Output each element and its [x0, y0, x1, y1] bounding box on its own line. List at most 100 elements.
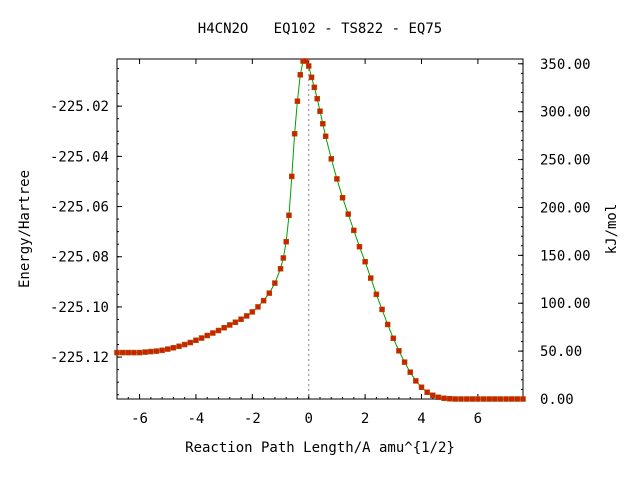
data-point	[480, 396, 487, 402]
data-point	[286, 212, 292, 219]
y-axis-label: Energy/Hartree	[17, 170, 33, 288]
chart-title: H4CN2O EQ102 - TS822 - EQ75	[198, 21, 442, 37]
y-tick-label: -225.04	[50, 149, 109, 165]
x-axis-label: Reaction Path Length/A amu^{1/2}	[185, 440, 455, 456]
x-tick-label: 4	[417, 411, 425, 427]
y2-tick-label: 250.00	[540, 153, 591, 169]
y2-tick-label: 0.00	[540, 392, 574, 408]
data-point	[238, 316, 244, 322]
data-point	[232, 319, 239, 325]
data-point	[266, 290, 272, 296]
data-point	[413, 378, 419, 384]
data-point	[435, 394, 442, 400]
data-point	[463, 396, 470, 402]
data-point	[187, 339, 194, 346]
x-tick-label: -6	[131, 411, 148, 427]
data-point	[339, 195, 346, 201]
data-point	[317, 108, 323, 114]
data-point	[255, 304, 261, 310]
data-point	[497, 396, 504, 402]
data-point	[272, 280, 278, 286]
y2-tick-label: 50.00	[540, 344, 582, 360]
data-point	[418, 384, 425, 390]
data-point	[314, 95, 320, 102]
data-point	[345, 211, 351, 217]
data-point	[142, 349, 148, 355]
data-point	[446, 395, 453, 402]
data-point	[176, 343, 182, 350]
y2-axis-label: kJ/mol	[604, 204, 620, 255]
data-point	[322, 133, 329, 140]
data-point	[277, 266, 284, 272]
data-point	[452, 396, 459, 402]
data-point	[283, 238, 289, 245]
data-point	[297, 72, 304, 78]
data-point	[159, 347, 165, 354]
data-point	[430, 392, 436, 398]
data-point	[198, 335, 205, 341]
data-point	[181, 341, 188, 348]
x-tick-label: 6	[474, 411, 482, 427]
data-point	[210, 330, 216, 336]
y2-tick-label: 150.00	[540, 248, 591, 264]
plot-frame	[116, 58, 524, 400]
data-point	[227, 322, 233, 328]
data-point	[362, 258, 368, 265]
x-tick-label: 2	[361, 411, 369, 427]
data-point	[334, 176, 340, 182]
data-point	[294, 98, 301, 104]
y2-tick-label: 300.00	[540, 105, 591, 121]
y-tick-label: -225.02	[50, 99, 109, 115]
data-point	[148, 348, 154, 355]
data-point	[396, 348, 402, 354]
y2-tick-label: 350.00	[540, 57, 591, 73]
data-point	[243, 313, 250, 319]
y2-tick-label: 200.00	[540, 200, 591, 216]
data-point	[125, 349, 132, 356]
data-point	[458, 396, 464, 402]
data-point	[308, 74, 315, 81]
x-tick-label: -4	[188, 411, 205, 427]
tick-labels-layer: -6 -4 -2 0 2 4 6 -225.02 -225.04 -225.06 -225.08 -2…	[50, 57, 591, 427]
data-point	[193, 337, 199, 344]
data-point	[390, 335, 397, 342]
data-point	[280, 255, 287, 261]
data-point	[289, 173, 295, 180]
data-point	[320, 120, 326, 127]
data-point	[136, 349, 143, 356]
data-point	[407, 369, 413, 375]
x-tick-label: -2	[244, 411, 261, 427]
data-point	[368, 275, 374, 281]
data-point	[356, 243, 363, 250]
data-point	[379, 306, 385, 313]
data-point	[469, 396, 475, 402]
data-point	[520, 396, 526, 402]
y-tick-label: -225.10	[50, 300, 109, 316]
data-point	[204, 332, 210, 339]
data-point	[311, 84, 318, 91]
data-point	[305, 63, 312, 69]
y-tick-label: -225.08	[50, 250, 109, 266]
data-point	[492, 396, 498, 402]
data-points-layer	[114, 58, 526, 402]
data-point	[114, 349, 120, 356]
data-point	[384, 321, 391, 328]
data-point	[486, 396, 492, 402]
data-point	[424, 389, 430, 395]
data-point	[153, 348, 160, 354]
data-point	[503, 396, 509, 402]
x-tick-label: 0	[305, 411, 313, 427]
data-point	[249, 309, 256, 315]
data-point	[351, 227, 357, 234]
data-point	[221, 324, 227, 331]
y2-tick-label: 100.00	[540, 296, 591, 312]
data-point	[441, 395, 447, 401]
data-point	[165, 346, 171, 352]
data-point	[260, 297, 267, 304]
data-point	[291, 131, 298, 137]
data-point	[119, 349, 126, 356]
data-point	[401, 359, 408, 365]
data-point	[508, 396, 515, 402]
y-tick-label: -225.06	[50, 200, 109, 216]
